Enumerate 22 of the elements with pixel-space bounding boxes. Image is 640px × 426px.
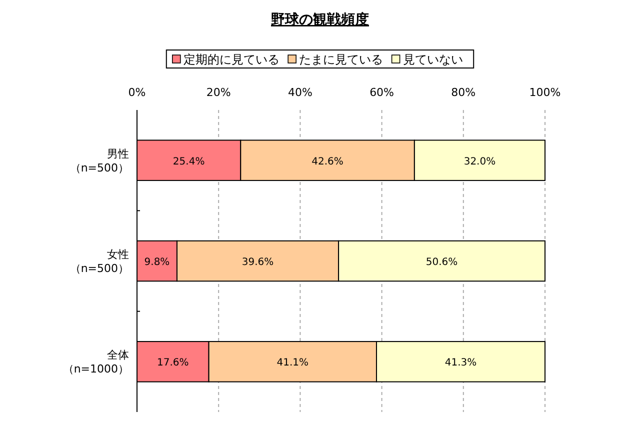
y-tick-label: 全体（n=1000） xyxy=(62,348,129,376)
y-tick-label: 男性（n=500） xyxy=(70,147,129,174)
legend-label: 定期的に見ている xyxy=(183,52,280,66)
data-label: 9.8% xyxy=(144,257,170,268)
x-tick-label: 0% xyxy=(128,86,146,99)
x-tick-label: 40% xyxy=(288,86,312,99)
data-label: 42.6% xyxy=(312,156,344,168)
data-label: 41.3% xyxy=(444,358,477,369)
data-label: 50.6% xyxy=(426,257,458,268)
chart-title: 野球の観戦頻度 xyxy=(271,11,369,28)
x-tick-label: 60% xyxy=(370,86,394,99)
x-tick-label: 100% xyxy=(529,86,561,99)
legend-label: 見ていない xyxy=(402,52,463,66)
x-tick-label: 80% xyxy=(451,86,476,99)
x-tick-label: 20% xyxy=(206,86,231,99)
data-label: 41.1% xyxy=(276,358,309,369)
y-tick-label: 女性（n=500） xyxy=(70,248,129,275)
data-label: 32.0% xyxy=(464,156,496,168)
data-label: 39.6% xyxy=(242,257,274,268)
legend-label: たまに見ている xyxy=(299,52,384,66)
data-label: 17.6% xyxy=(157,358,189,369)
data-label: 25.4% xyxy=(172,156,205,168)
